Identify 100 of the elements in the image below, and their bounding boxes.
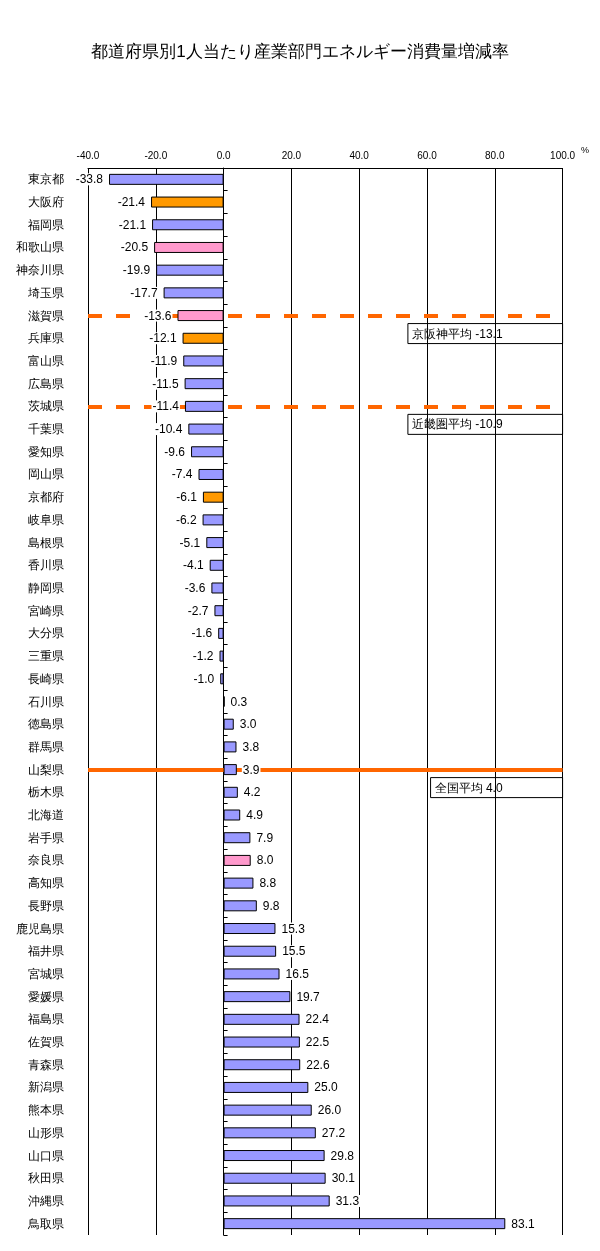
y-tick-label: 三重県 (28, 649, 64, 664)
y-tick-label: 宮城県 (28, 966, 64, 981)
data-label: -1.0 (193, 671, 215, 686)
y-tick-label: 茨城県 (28, 399, 64, 414)
data-label: -5.1 (179, 535, 201, 550)
data-label: 22.5 (305, 1035, 330, 1050)
y-tick-label: 千葉県 (28, 422, 64, 437)
data-label: 22.6 (306, 1057, 330, 1072)
data-label: 22.4 (305, 1012, 330, 1027)
y-tick-label: 福井県 (28, 944, 64, 959)
x-axis-title: % (580, 144, 589, 155)
data-label: 30.1 (331, 1171, 356, 1186)
y-tick-label: 静岡県 (28, 580, 64, 595)
data-label: 0.3 (230, 694, 248, 709)
data-label: -1.2 (192, 649, 214, 664)
data-label: -7.4 (171, 467, 193, 482)
y-tick-label: 北海道 (28, 808, 64, 823)
y-tick-label: 新潟県 (28, 1080, 64, 1095)
data-label: 9.8 (262, 898, 280, 913)
y-tick-label: 福岡県 (28, 217, 64, 232)
y-tick-label: 福島県 (28, 1012, 64, 1027)
data-label: 3.8 (242, 739, 260, 754)
x-tick-label: 0.0 (216, 149, 231, 161)
data-label: -33.8 (75, 172, 104, 187)
y-tick-label: 石川県 (28, 694, 64, 709)
data-label: -6.2 (175, 512, 197, 527)
data-label: 3.0 (239, 717, 257, 732)
y-tick-label: 群馬県 (28, 739, 64, 754)
y-tick-label: 栃木県 (28, 785, 64, 800)
data-label: -20.5 (120, 240, 149, 255)
data-label: -21.1 (118, 217, 147, 232)
data-label: 16.5 (285, 966, 310, 981)
data-label: -13.6 (144, 308, 172, 323)
y-tick-label: 大分県 (28, 626, 64, 641)
y-tick-label: 沖縄県 (28, 1193, 64, 1208)
data-label: -19.9 (122, 263, 151, 278)
data-label: 15.5 (282, 944, 306, 959)
data-label: -21.4 (117, 195, 146, 210)
data-label: -17.7 (130, 285, 158, 300)
data-label: -6.1 (176, 490, 198, 505)
y-tick-label: 長崎県 (28, 671, 64, 686)
y-tick-label: 大阪府 (28, 195, 64, 210)
data-label: -4.1 (183, 558, 205, 573)
data-label: 8.0 (256, 853, 274, 868)
y-tick-label: 愛知県 (28, 444, 64, 459)
y-tick-label: 滋賀県 (28, 308, 64, 323)
y-tick-label: 鹿児島県 (16, 921, 64, 936)
y-tick-label: 長野県 (28, 898, 64, 913)
x-tick-label: 100.0 (550, 149, 576, 161)
x-tick-label: -40.0 (76, 149, 100, 161)
data-label: 4.9 (246, 808, 264, 823)
data-label: 19.7 (296, 989, 321, 1004)
data-label: -10.4 (154, 422, 183, 437)
data-label: 27.2 (321, 1125, 346, 1140)
y-tick-label: 埼玉県 (27, 285, 64, 300)
y-tick-label: 東京都 (28, 172, 64, 187)
data-label: -11.9 (150, 353, 178, 368)
data-label: 25.0 (314, 1080, 339, 1095)
data-label: -2.7 (187, 603, 209, 618)
data-label: 83.1 (511, 1216, 535, 1231)
data-label: -11.5 (152, 376, 179, 391)
data-label: -11.4 (152, 399, 180, 414)
y-tick-label: 山口県 (28, 1148, 64, 1163)
y-tick-label: 青森県 (28, 1057, 64, 1072)
y-tick-label: 岐阜県 (28, 512, 64, 527)
data-label: 3.9 (242, 762, 260, 777)
y-tick-label: 奈良県 (28, 853, 64, 868)
y-tick-label: 高知県 (28, 876, 64, 891)
data-label: 4.2 (243, 785, 261, 800)
data-label: -9.6 (164, 444, 186, 459)
y-tick-label: 佐賀県 (28, 1035, 64, 1050)
y-tick-label: 広島県 (28, 376, 64, 391)
x-tick-label: 60.0 (417, 149, 438, 161)
y-tick-label: 徳島県 (28, 717, 64, 732)
data-label: 29.8 (330, 1148, 355, 1163)
data-label: -3.6 (184, 580, 206, 595)
y-tick-label: 香川県 (28, 558, 64, 573)
chart-title: 都道府県別1人当たり産業部門エネルギー消費量増減率 (91, 42, 509, 61)
y-tick-label: 熊本県 (28, 1103, 64, 1118)
y-tick-label: 兵庫県 (28, 331, 64, 346)
y-tick-label: 京都府 (28, 490, 64, 505)
y-tick-label: 鳥取県 (27, 1216, 64, 1231)
y-tick-label: 岩手県 (28, 830, 64, 845)
data-label: -1.6 (191, 626, 213, 641)
x-tick-label: 40.0 (349, 149, 370, 161)
data-label: 31.3 (335, 1193, 360, 1208)
x-tick-label: 20.0 (281, 149, 302, 161)
y-tick-label: 宮崎県 (28, 603, 64, 618)
x-tick-label: 80.0 (485, 149, 505, 161)
y-tick-label: 岡山県 (28, 467, 64, 482)
x-tick-label: -20.0 (144, 149, 168, 161)
y-tick-label: 秋田県 (28, 1171, 64, 1186)
y-tick-label: 神奈川県 (16, 263, 64, 278)
data-label: 26.0 (317, 1103, 342, 1118)
data-label: -12.1 (149, 331, 177, 346)
y-tick-label: 山形県 (28, 1125, 64, 1140)
data-label: 15.3 (281, 921, 306, 936)
y-tick-label: 山梨県 (28, 762, 64, 777)
data-label: 8.8 (259, 876, 277, 891)
data-label: 7.9 (256, 830, 274, 845)
